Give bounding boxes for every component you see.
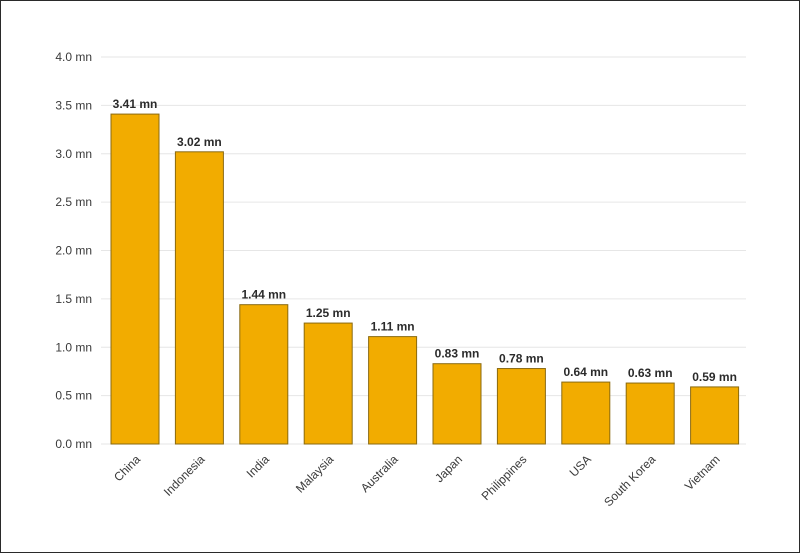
bar-china <box>110 113 160 445</box>
y-tick-label: 4.0 mn <box>55 50 92 64</box>
bars <box>110 113 740 445</box>
x-tick-label: Philippines <box>479 452 530 503</box>
data-label: 3.02 mn <box>177 135 222 149</box>
data-label: 1.25 mn <box>306 306 351 320</box>
x-tick-label: Australia <box>358 452 401 495</box>
y-tick-label: 1.0 mn <box>55 340 92 354</box>
data-label: 0.63 mn <box>628 366 673 380</box>
x-axis-ticks: China Indonesia India Malaysia Australia Japa… <box>111 452 723 509</box>
data-label: 1.44 mn <box>241 288 286 302</box>
bar-indonesia <box>174 151 224 445</box>
x-tick-label: Indonesia <box>161 452 208 499</box>
data-label: 1.11 mn <box>371 320 415 334</box>
bar-japan <box>432 363 482 445</box>
bar-vietnam <box>690 386 740 445</box>
x-tick-label: Japan <box>432 452 465 485</box>
y-tick-label: 1.5 mn <box>55 292 92 306</box>
data-label: 3.41 mn <box>113 97 158 111</box>
data-label: 0.83 mn <box>435 347 480 361</box>
bar-india <box>239 304 289 445</box>
bar-philippines <box>496 368 546 445</box>
y-tick-label: 2.5 mn <box>55 195 92 209</box>
x-tick-label: Vietnam <box>682 452 723 493</box>
data-label: 0.64 mn <box>563 365 608 379</box>
data-label: 0.78 mn <box>499 352 544 366</box>
y-tick-label: 2.0 mn <box>55 244 92 258</box>
data-label: 0.59 mn <box>692 370 737 384</box>
x-tick-label: China <box>111 452 143 484</box>
x-tick-label: USA <box>567 452 594 479</box>
bar-usa <box>561 381 611 445</box>
x-tick-label: India <box>244 452 273 481</box>
data-labels: 3.41 mn 3.02 mn 1.44 mn 1.25 mn 1.11 mn 0.83 … <box>113 97 737 384</box>
y-tick-label: 0.0 mn <box>55 437 92 451</box>
y-tick-label: 0.5 mn <box>55 389 92 403</box>
bar-australia <box>368 336 418 445</box>
x-tick-label: Malaysia <box>293 452 337 496</box>
y-tick-label: 3.0 mn <box>55 147 92 161</box>
bar-south-korea <box>625 382 675 445</box>
x-tick-label: South Korea <box>601 452 658 509</box>
y-axis-ticks: 0.0 mn 0.5 mn 1.0 mn 1.5 mn 2.0 mn 2.5 mn 3.0 … <box>55 50 92 451</box>
y-tick-label: 3.5 mn <box>55 98 92 112</box>
bar-malaysia <box>303 322 353 445</box>
